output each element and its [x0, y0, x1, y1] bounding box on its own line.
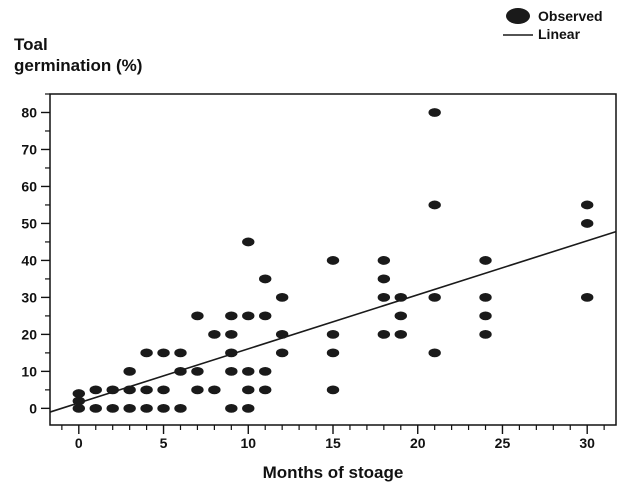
observed-point	[259, 385, 272, 395]
observed-point	[580, 293, 594, 302]
observed-point	[89, 385, 102, 395]
observed-point	[275, 329, 289, 339]
observed-point	[225, 311, 238, 321]
legend-observed-label: Observed	[538, 8, 603, 24]
observed-point	[174, 348, 187, 358]
observed-point	[326, 385, 340, 395]
x-tick-label: 30	[579, 435, 595, 451]
observed-point	[225, 366, 238, 376]
y-axis-ticks: 0 10 20 30 40 50 60 70 80	[21, 93, 50, 416]
observed-point	[72, 403, 86, 413]
observed-point	[242, 403, 255, 413]
observed-point	[123, 366, 136, 376]
observed-point	[242, 237, 255, 247]
observed-point	[89, 403, 102, 413]
legend: Observed Linear	[503, 8, 603, 42]
observed-point	[428, 348, 441, 358]
y-axis-title-line1: Toal	[14, 35, 48, 54]
observed-point	[377, 256, 391, 265]
y-axis-title-line2: germination (%)	[14, 56, 142, 75]
observed-point	[191, 311, 204, 321]
x-tick-label: 5	[160, 435, 168, 451]
linear-fit-layer	[49, 230, 617, 413]
observed-point	[428, 108, 441, 117]
observed-point	[394, 329, 407, 339]
observed-point	[174, 403, 187, 413]
observed-point	[242, 366, 255, 376]
x-tick-label: 20	[410, 435, 426, 451]
y-tick-label: 50	[21, 215, 37, 231]
observed-point	[394, 293, 407, 302]
observed-point	[377, 274, 391, 284]
observed-point	[140, 403, 153, 413]
x-tick-label: 25	[495, 435, 511, 451]
x-tick-label: 15	[325, 435, 341, 451]
observed-point	[479, 293, 492, 302]
observed-point	[191, 385, 204, 395]
observed-point	[225, 403, 238, 413]
y-tick-label: 70	[21, 141, 37, 157]
observed-point	[225, 348, 238, 358]
observed-point	[275, 293, 289, 302]
observed-point	[157, 403, 170, 413]
legend-observed-marker	[506, 8, 530, 24]
observed-point	[580, 219, 594, 228]
observed-point	[326, 329, 340, 339]
observed-point	[140, 348, 153, 358]
observed-point	[259, 311, 272, 321]
observed-point	[326, 348, 340, 358]
observed-point	[208, 329, 221, 339]
observed-point	[123, 403, 136, 413]
observed-point	[140, 385, 153, 395]
observed-point	[428, 200, 441, 210]
observed-point	[580, 200, 594, 210]
observed-point	[377, 293, 391, 302]
observed-point	[106, 403, 119, 413]
observed-point	[157, 348, 170, 358]
observed-point	[72, 396, 86, 406]
observed-point	[394, 311, 407, 321]
observed-point	[479, 256, 492, 265]
observed-point	[123, 385, 136, 395]
linear-fit-line	[49, 230, 617, 413]
observed-point	[157, 385, 170, 395]
x-axis-ticks: 0 5 10 15 20 25 30	[61, 425, 605, 451]
observed-point	[377, 329, 391, 339]
x-tick-label: 10	[240, 435, 256, 451]
y-tick-label: 30	[21, 289, 37, 305]
observed-point	[242, 311, 255, 321]
y-tick-label: 0	[29, 400, 37, 416]
y-tick-label: 60	[21, 178, 37, 194]
y-tick-label: 80	[21, 104, 37, 120]
observed-point	[72, 389, 86, 398]
observed-point	[326, 256, 340, 265]
observed-point	[106, 385, 119, 395]
observed-point	[225, 329, 238, 339]
x-tick-label: 0	[75, 435, 83, 451]
y-tick-label: 20	[21, 326, 37, 342]
observed-point	[259, 274, 272, 284]
y-tick-label: 40	[21, 252, 37, 268]
observed-point	[174, 366, 187, 376]
observed-point	[208, 385, 221, 395]
observed-point	[259, 366, 272, 376]
observed-point	[428, 293, 441, 302]
observed-point	[479, 311, 492, 321]
observed-point	[275, 348, 289, 358]
observed-points-layer	[72, 108, 594, 413]
observed-point	[479, 329, 492, 339]
x-axis-title: Months of stoage	[263, 463, 404, 482]
legend-linear-label: Linear	[538, 26, 581, 42]
observed-point	[242, 385, 255, 395]
observed-point	[191, 366, 204, 376]
y-tick-label: 10	[21, 363, 37, 379]
